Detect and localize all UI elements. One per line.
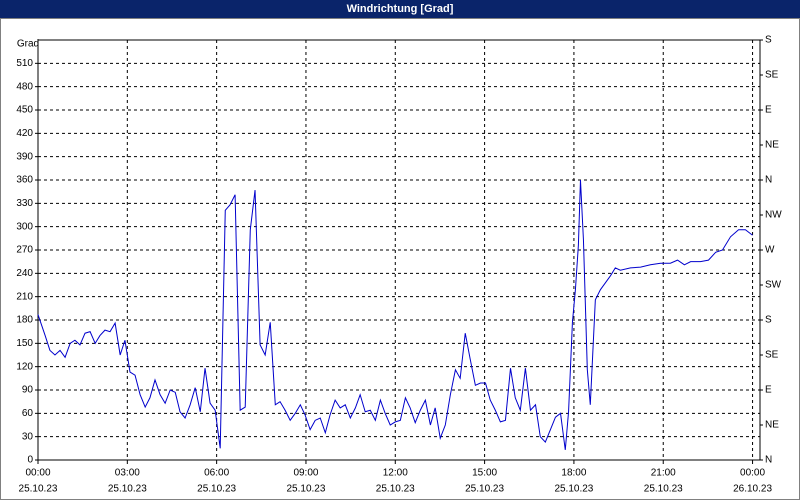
y2-tick-label: W — [765, 245, 775, 256]
x-tick-date: 25.10.23 — [644, 484, 683, 495]
y-tick-label: 420 — [16, 128, 33, 139]
y2-tick-label: NE — [765, 420, 779, 431]
y2-tick-label: S — [765, 315, 772, 326]
x-tick-label: 00:00 — [25, 468, 50, 479]
y2-tick-label: S — [765, 35, 772, 46]
x-tick-date: 25.10.23 — [465, 484, 504, 495]
y-tick-label: 180 — [16, 315, 33, 326]
y2-tick-label: SE — [765, 350, 779, 361]
x-tick-date: 26.10.23 — [733, 484, 772, 495]
x-tick-date: 25.10.23 — [19, 484, 58, 495]
x-tick-label: 09:00 — [293, 468, 318, 479]
y-tick-label: 450 — [16, 105, 33, 116]
y-tick-label: 150 — [16, 338, 33, 349]
x-tick-label: 06:00 — [204, 468, 229, 479]
y-tick-label: 300 — [16, 221, 33, 232]
title-bar: Windrichtung [Grad] — [0, 0, 800, 18]
y2-tick-label: SE — [765, 70, 779, 81]
y-tick-label: 480 — [16, 81, 33, 92]
y2-tick-label: SW — [765, 280, 782, 291]
plot-frame — [37, 39, 761, 461]
y2-tick-label: NE — [765, 140, 779, 151]
y-tick-label: 60 — [22, 408, 34, 419]
x-tick-date: 25.10.23 — [197, 484, 236, 495]
y2-tick-label: N — [765, 175, 772, 186]
y-tick-label: 270 — [16, 245, 33, 256]
y-tick-label: 360 — [16, 175, 33, 186]
data-line — [37, 179, 753, 450]
window-border — [0, 18, 800, 500]
x-tick-label: 12:00 — [383, 468, 408, 479]
y2-tick-label: N — [765, 455, 772, 466]
y-tick-label: 210 — [16, 291, 33, 302]
x-tick-date: 25.10.23 — [554, 484, 593, 495]
x-tick-date: 25.10.23 — [108, 484, 147, 495]
x-tick-date: 25.10.23 — [376, 484, 415, 495]
y-tick-label: 390 — [16, 151, 33, 162]
y-tick-label: 240 — [16, 268, 33, 279]
x-tick-label: 15:00 — [472, 468, 497, 479]
y-tick-label: 30 — [22, 431, 34, 442]
x-tick-date: 25.10.23 — [286, 484, 325, 495]
y-tick-label: 90 — [22, 385, 34, 396]
y-axis-label: Grad — [17, 39, 39, 50]
y2-tick-label: NW — [765, 210, 782, 221]
x-tick-label: 18:00 — [561, 468, 586, 479]
y-tick-label: 510 — [16, 58, 33, 69]
x-tick-label: 03:00 — [115, 468, 140, 479]
y-tick-label: 0 — [27, 455, 33, 466]
y-tick-label: 120 — [16, 361, 33, 372]
x-tick-label: 00:00 — [740, 468, 765, 479]
y2-tick-label: E — [765, 105, 772, 116]
y-tick-label: 330 — [16, 198, 33, 209]
x-tick-label: 21:00 — [651, 468, 676, 479]
y2-tick-label: E — [765, 385, 772, 396]
